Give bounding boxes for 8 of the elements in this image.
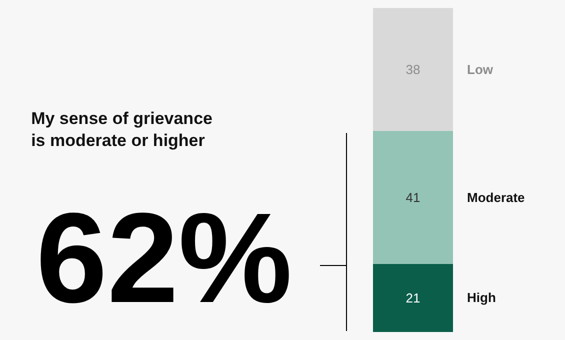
text: 62% [36,187,292,330]
series-label: Low [467,62,494,77]
series-label: High [467,290,496,305]
series-label: Moderate [467,190,525,205]
data-label: 21 [406,290,420,306]
data-label: 38 [406,62,420,78]
data-label: 41 [406,190,420,206]
text: My sense of grievance is moderate or higher [31,109,212,150]
